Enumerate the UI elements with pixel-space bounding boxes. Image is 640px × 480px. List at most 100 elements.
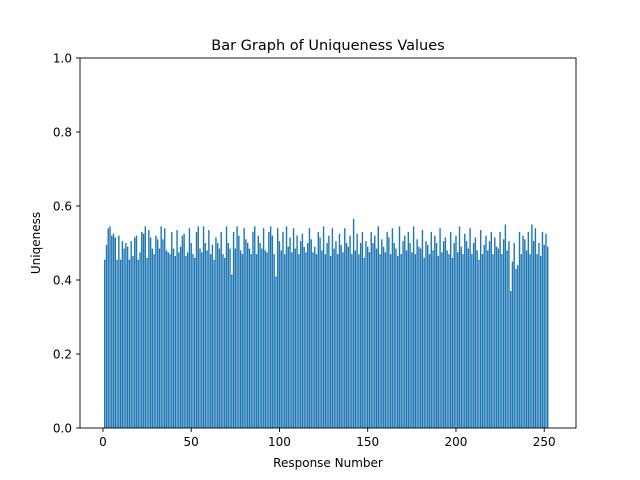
bar [457, 252, 459, 428]
bar [119, 259, 122, 428]
bar [434, 235, 436, 428]
bar [291, 252, 293, 428]
bar [525, 250, 528, 428]
bar [264, 250, 267, 428]
bar [326, 243, 328, 428]
bar [208, 230, 210, 428]
bar [238, 235, 240, 428]
bar [197, 226, 199, 428]
bar [220, 231, 222, 428]
bar [109, 226, 111, 428]
bar [421, 230, 424, 428]
bar [172, 248, 175, 428]
x-tick-label: 50 [184, 435, 199, 449]
bar [278, 241, 281, 428]
bar [388, 237, 390, 428]
bar [149, 237, 152, 428]
bar [448, 254, 450, 428]
bar [471, 254, 473, 428]
bar [181, 235, 184, 428]
y-tick-label: 0.0 [53, 422, 72, 436]
bar [158, 248, 161, 428]
bar [167, 252, 169, 428]
bar [469, 228, 471, 428]
bar [455, 235, 457, 428]
bar [502, 239, 505, 428]
bar [164, 228, 166, 428]
bar [209, 254, 212, 428]
bar [232, 231, 235, 428]
bar [400, 254, 402, 428]
bar [257, 235, 259, 428]
y-tick-label: 0.2 [53, 348, 72, 362]
bar [389, 254, 392, 428]
bar [292, 228, 295, 428]
bar [358, 254, 360, 428]
bar [435, 243, 438, 428]
bar [508, 241, 510, 428]
bar [354, 250, 357, 428]
bar [384, 252, 387, 428]
bar [280, 250, 282, 428]
bar [123, 248, 125, 428]
bar [114, 237, 117, 428]
bar [245, 239, 247, 428]
bar [372, 243, 374, 428]
bar [151, 248, 154, 428]
bars-group [104, 218, 549, 428]
bar [104, 259, 106, 428]
bar [494, 237, 496, 428]
bar [165, 250, 168, 428]
bar [442, 241, 445, 428]
bar [335, 241, 337, 428]
y-tick-label: 0.4 [53, 274, 72, 288]
bar [370, 231, 372, 428]
bar [439, 228, 441, 428]
bar [437, 255, 440, 428]
bar [367, 246, 369, 428]
bar [340, 244, 342, 428]
bar [234, 248, 237, 428]
bar [534, 228, 537, 428]
bar [298, 254, 300, 428]
bar [430, 231, 432, 428]
bar [374, 235, 376, 428]
bar [141, 231, 143, 428]
bar [308, 228, 311, 428]
bar [467, 248, 470, 428]
bar [262, 228, 265, 428]
bar [517, 265, 519, 428]
bar [539, 255, 542, 428]
bar [411, 252, 413, 428]
bar [190, 243, 192, 428]
bar [377, 226, 380, 428]
bar [231, 274, 233, 428]
bar [317, 231, 319, 428]
bar [536, 254, 538, 428]
bar [515, 268, 517, 428]
bar [506, 250, 508, 428]
bar [499, 231, 501, 428]
bar [460, 246, 462, 428]
bar [239, 250, 242, 428]
bar [379, 254, 381, 428]
bar [254, 226, 256, 428]
bar [485, 235, 487, 428]
bar [488, 241, 491, 428]
bar [464, 233, 466, 428]
bar [305, 252, 307, 428]
bar [289, 237, 291, 428]
bar [531, 224, 533, 428]
y-axis-label: Uniqeness [29, 212, 43, 274]
bar [541, 231, 544, 428]
bar [511, 261, 514, 428]
bar [185, 255, 187, 428]
bar [202, 226, 205, 428]
bar [345, 243, 348, 428]
bar [294, 248, 297, 428]
bar [179, 246, 182, 428]
bar [282, 231, 284, 428]
bar [315, 254, 318, 428]
bar [462, 254, 464, 428]
